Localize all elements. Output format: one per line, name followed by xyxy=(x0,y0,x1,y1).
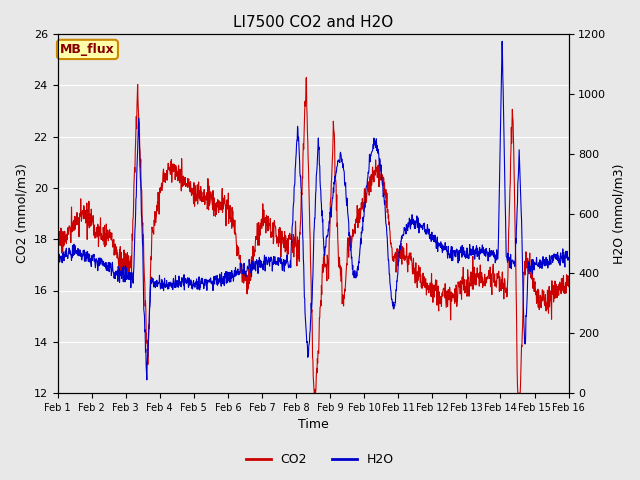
CO2 xyxy=(303,74,310,80)
Legend: CO2, H2O: CO2, H2O xyxy=(241,448,399,471)
Title: LI7500 CO2 and H2O: LI7500 CO2 and H2O xyxy=(233,15,393,30)
H2O xyxy=(271,254,278,260)
H2O xyxy=(114,278,122,284)
H2O xyxy=(291,183,298,189)
CO2 xyxy=(114,253,122,259)
CO2 xyxy=(564,284,572,289)
H2O xyxy=(564,254,572,260)
CO2 xyxy=(54,240,61,246)
H2O xyxy=(345,219,353,225)
Line: CO2: CO2 xyxy=(58,77,568,393)
CO2 xyxy=(291,234,298,240)
H2O xyxy=(143,377,150,383)
H2O xyxy=(499,38,506,44)
Y-axis label: H2O (mmol/m3): H2O (mmol/m3) xyxy=(612,163,625,264)
CO2 xyxy=(310,390,318,396)
CO2 xyxy=(281,240,289,246)
CO2 xyxy=(93,226,101,232)
Y-axis label: CO2 (mmol/m3): CO2 (mmol/m3) xyxy=(15,164,28,264)
X-axis label: Time: Time xyxy=(298,419,328,432)
Line: H2O: H2O xyxy=(58,41,568,380)
H2O xyxy=(54,261,61,267)
CO2 xyxy=(345,238,353,243)
H2O xyxy=(93,258,101,264)
Text: MB_flux: MB_flux xyxy=(60,43,115,56)
CO2 xyxy=(271,218,278,224)
H2O xyxy=(282,257,289,263)
